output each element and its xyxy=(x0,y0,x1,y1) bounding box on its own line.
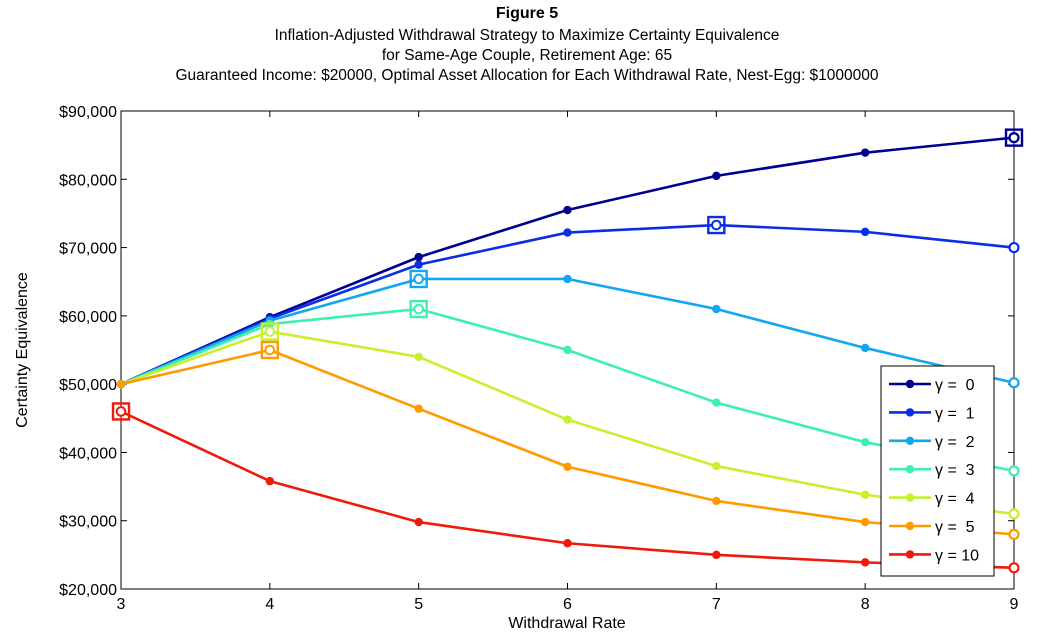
legend-entry: γ = 0 xyxy=(889,377,975,394)
max-marker-ring xyxy=(413,303,424,315)
legend-entry: γ = 1 xyxy=(889,405,975,422)
data-point xyxy=(414,252,423,262)
y-tick-label: $50,000 xyxy=(59,377,117,394)
y-tick-label: $70,000 xyxy=(59,241,117,258)
max-marker xyxy=(409,269,428,289)
max-marker xyxy=(260,322,280,341)
x-tick-label: 4 xyxy=(265,596,274,613)
max-marker-ring xyxy=(264,344,276,356)
data-point xyxy=(116,379,126,389)
legend-entry: γ = 10 xyxy=(889,547,979,564)
legend-swatch-point xyxy=(905,379,915,389)
legend-swatch-point xyxy=(905,521,915,531)
x-tick-label: 3 xyxy=(117,596,126,613)
legend-label: γ = 2 xyxy=(935,434,975,451)
data-point xyxy=(860,227,870,237)
data-point xyxy=(563,415,572,424)
y-axis: $20,000 $30,000 $40,000 $50,000 $60,000 $70,0… xyxy=(59,104,1014,599)
data-point xyxy=(1008,528,1020,540)
max-marker-ring xyxy=(711,219,722,231)
data-point xyxy=(563,539,572,548)
data-point xyxy=(860,558,870,567)
legend-label: γ = 10 xyxy=(935,547,979,564)
data-point xyxy=(860,490,870,499)
data-point xyxy=(563,274,572,284)
y-tick-label: $60,000 xyxy=(59,309,117,326)
legend-label: γ = 0 xyxy=(935,377,975,394)
legend: γ = 0 γ = 1 γ = 2 γ = 3 γ = 4 γ = 5 γ = 10 xyxy=(880,365,995,577)
data-point xyxy=(414,352,423,362)
legend-swatch-point xyxy=(905,408,915,417)
series-5 xyxy=(116,340,1020,540)
chart-subtitle-line-2: for Same-Age Couple, Retirement Age: 65 xyxy=(382,47,672,64)
x-axis: 3 4 5 6 7 8 9 xyxy=(117,111,1019,613)
x-tick-label: 7 xyxy=(712,596,721,613)
data-point xyxy=(712,398,721,407)
y-tick-label: $80,000 xyxy=(59,172,117,189)
max-marker-ring xyxy=(264,326,276,337)
legend-label: γ = 1 xyxy=(935,405,975,422)
legend-swatch-point xyxy=(905,550,915,559)
max-marker xyxy=(707,215,726,235)
max-marker xyxy=(409,299,428,319)
data-point xyxy=(712,461,721,471)
max-marker-ring xyxy=(413,273,424,285)
legend-entry: γ = 4 xyxy=(889,491,975,508)
x-axis-label: Withdrawal Rate xyxy=(508,615,625,632)
data-point xyxy=(860,148,870,157)
data-point xyxy=(860,343,870,353)
legend-entry: γ = 5 xyxy=(889,519,975,536)
data-point xyxy=(414,404,423,413)
series-4 xyxy=(116,322,1020,520)
data-point xyxy=(563,205,572,215)
max-marker-ring xyxy=(115,406,127,417)
x-tick-label: 9 xyxy=(1010,596,1019,613)
data-point xyxy=(414,260,423,269)
legend-label: γ = 3 xyxy=(935,462,975,479)
x-tick-label: 6 xyxy=(563,596,572,613)
data-point xyxy=(1008,465,1020,477)
chart-subtitle-line-3: Guaranteed Income: $20000, Optimal Asset… xyxy=(175,67,878,84)
data-point xyxy=(563,345,572,355)
y-tick-label: $40,000 xyxy=(59,445,117,462)
data-point xyxy=(712,550,721,560)
x-tick-label: 8 xyxy=(861,596,870,613)
y-axis-label: Certainty Equivalence xyxy=(14,272,31,428)
data-point xyxy=(860,517,870,527)
y-tick-label: $90,000 xyxy=(59,104,117,121)
x-tick-label: 5 xyxy=(414,596,423,613)
data-point xyxy=(712,304,721,314)
data-point xyxy=(860,437,870,447)
chart-title: Figure 5 xyxy=(496,5,558,22)
legend-swatch-point xyxy=(905,436,915,445)
legend-entry: γ = 2 xyxy=(889,434,975,451)
legend-label: γ = 5 xyxy=(935,519,975,536)
max-marker xyxy=(260,340,280,360)
series-layer xyxy=(111,128,1024,574)
data-point xyxy=(265,476,275,486)
data-point xyxy=(1008,562,1020,574)
max-marker xyxy=(111,402,131,421)
data-point xyxy=(712,496,721,506)
legend-entry: γ = 3 xyxy=(889,462,975,479)
y-tick-label: $30,000 xyxy=(59,514,117,531)
chart-subtitle-line-1: Inflation-Adjusted Withdrawal Strategy t… xyxy=(275,27,780,44)
legend-box xyxy=(880,365,995,577)
data-point xyxy=(1008,508,1020,520)
data-point xyxy=(1008,241,1020,254)
legend-swatch-point xyxy=(905,493,915,502)
data-point xyxy=(414,517,423,527)
y-tick-label: $20,000 xyxy=(59,582,117,599)
data-point xyxy=(563,462,572,471)
legend-swatch-point xyxy=(905,465,915,474)
max-marker xyxy=(1004,128,1024,147)
max-marker-ring xyxy=(1008,132,1020,143)
series-6 xyxy=(111,402,1020,574)
data-point xyxy=(712,171,721,181)
data-point xyxy=(1008,377,1020,389)
data-point xyxy=(563,228,572,237)
legend-label: γ = 4 xyxy=(935,491,975,508)
